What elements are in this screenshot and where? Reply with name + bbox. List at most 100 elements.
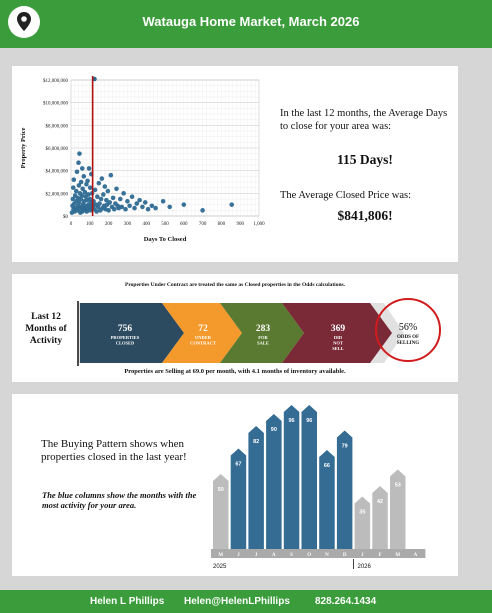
data-point — [73, 188, 79, 194]
odds-panel: Properties Under Contract are treated th… — [12, 274, 458, 382]
segment-value: 756 — [118, 324, 133, 334]
avg-days-value: 115 Days! — [337, 152, 393, 167]
data-point — [70, 196, 76, 202]
segment-label: DID — [334, 335, 343, 340]
data-point — [87, 185, 93, 190]
odds-circle — [375, 298, 441, 362]
x-tick-label: 300 — [124, 222, 132, 227]
x-tick-label: 0 — [70, 222, 73, 227]
data-point — [78, 179, 84, 185]
y-tick-label: $8,000,000 — [46, 124, 69, 129]
y-axis-label: Property Price — [20, 127, 27, 168]
month-bar — [354, 496, 371, 549]
avg-price-value: $841,806! — [337, 208, 393, 223]
segment-arrow — [220, 303, 304, 363]
scatter-chart: 0 100 200 300 400 500 600 700 800 900 1,000 $0 $2,00… — [20, 76, 265, 243]
segment-label: SALE — [257, 341, 269, 346]
segment-label: CLOSED — [116, 341, 135, 346]
segment-value: 283 — [256, 324, 271, 334]
month-label: M — [395, 553, 400, 558]
x-tick-label: 700 — [199, 222, 207, 227]
data-point — [134, 201, 140, 206]
month-label: M — [218, 553, 223, 558]
y-tick-label: $0 — [63, 215, 69, 220]
agent-phone[interactable]: 828.264.1434 — [315, 596, 377, 607]
month-label: O — [307, 553, 311, 558]
bar-value-label: 35 — [359, 510, 365, 516]
segment-label: UNDER — [195, 335, 212, 340]
month-bar — [372, 486, 388, 549]
data-point — [76, 160, 81, 166]
month-label: A — [414, 553, 418, 558]
bar-value-label: 66 — [324, 463, 330, 469]
x-tick-label: 200 — [105, 222, 113, 227]
days-to-close-panel: 0 100 200 300 400 500 600 700 800 900 1,000 $0 $2,00… — [12, 66, 458, 262]
segment-label: NOT — [333, 341, 343, 346]
month-label: J — [361, 553, 364, 558]
segment-arrow — [80, 303, 184, 363]
month-bar — [319, 450, 335, 549]
data-point — [140, 204, 145, 210]
month-label: J — [255, 553, 258, 558]
odds-value: 56% — [399, 322, 417, 333]
month-label: S — [290, 553, 293, 558]
agent-email[interactable]: Helen@HelenLPhillips — [184, 596, 290, 607]
month-label: F — [379, 553, 382, 558]
agent-name: Helen L Phillips — [90, 596, 165, 607]
data-point — [107, 200, 113, 205]
x-tick-label: 1,000 — [253, 222, 265, 227]
data-point — [117, 196, 123, 202]
data-point — [77, 151, 82, 156]
y-tick-label: $6,000,000 — [46, 147, 69, 152]
avg-price-text: The Average Closed Price was: — [280, 190, 412, 201]
data-point — [86, 166, 92, 171]
data-point — [132, 205, 137, 211]
buying-pattern-panel: The Buying Pattern shows when properties… — [12, 394, 458, 576]
data-point — [80, 186, 85, 192]
bar-value-label: 67 — [235, 462, 241, 468]
segment-label: PROPERTIES — [111, 335, 140, 340]
year-label: 2025 — [213, 564, 227, 570]
month-label: D — [343, 553, 347, 558]
bar-value-label: 53 — [395, 483, 401, 489]
bar-value-label: 96 — [306, 418, 312, 424]
month-label: A — [272, 553, 276, 558]
data-point — [105, 188, 111, 194]
data-point — [137, 197, 142, 203]
y-tick-label: $10,000,000 — [43, 102, 69, 107]
data-point — [181, 202, 187, 207]
data-point — [160, 198, 166, 204]
data-point — [119, 204, 125, 210]
month-bar — [213, 474, 229, 549]
x-tick-label: 800 — [218, 222, 226, 227]
data-point — [229, 202, 235, 207]
data-point — [98, 196, 104, 202]
data-point — [70, 185, 76, 190]
segment-value: 369 — [331, 324, 346, 334]
month-bar — [336, 430, 353, 549]
bar-value-label: 79 — [342, 444, 348, 450]
data-point — [108, 172, 114, 178]
data-point — [96, 180, 102, 186]
month-label: J — [237, 553, 240, 558]
bar-value-label: 42 — [377, 499, 383, 505]
data-point — [104, 197, 109, 203]
page-title: Watauga Home Market, March 2026 — [142, 14, 360, 29]
data-point — [121, 191, 126, 196]
buying-pattern-text: The Buying Pattern shows when properties… — [41, 438, 187, 464]
data-point — [82, 189, 88, 195]
bar-value-label: 96 — [288, 418, 294, 424]
map-pin-badge — [8, 6, 40, 38]
monthly-bar-chart: 50 M 67 J 82 J 90 A 96 S 96 O 66 N 79 D 35 J 42 F 53 M A 2025 20… — [211, 405, 426, 570]
y-tick-label: $12,000,000 — [43, 79, 69, 84]
footer-bar: Helen L Phillips Helen@HelenLPhillips 82… — [0, 590, 492, 613]
data-point — [127, 203, 132, 209]
data-point — [200, 208, 205, 213]
month-bar — [390, 469, 406, 549]
data-point — [85, 178, 90, 184]
bar-value-label: 82 — [253, 439, 259, 445]
data-point — [125, 198, 130, 204]
avg-days-text: In the last 12 months, the Average Days … — [280, 108, 448, 132]
data-point — [94, 209, 99, 214]
